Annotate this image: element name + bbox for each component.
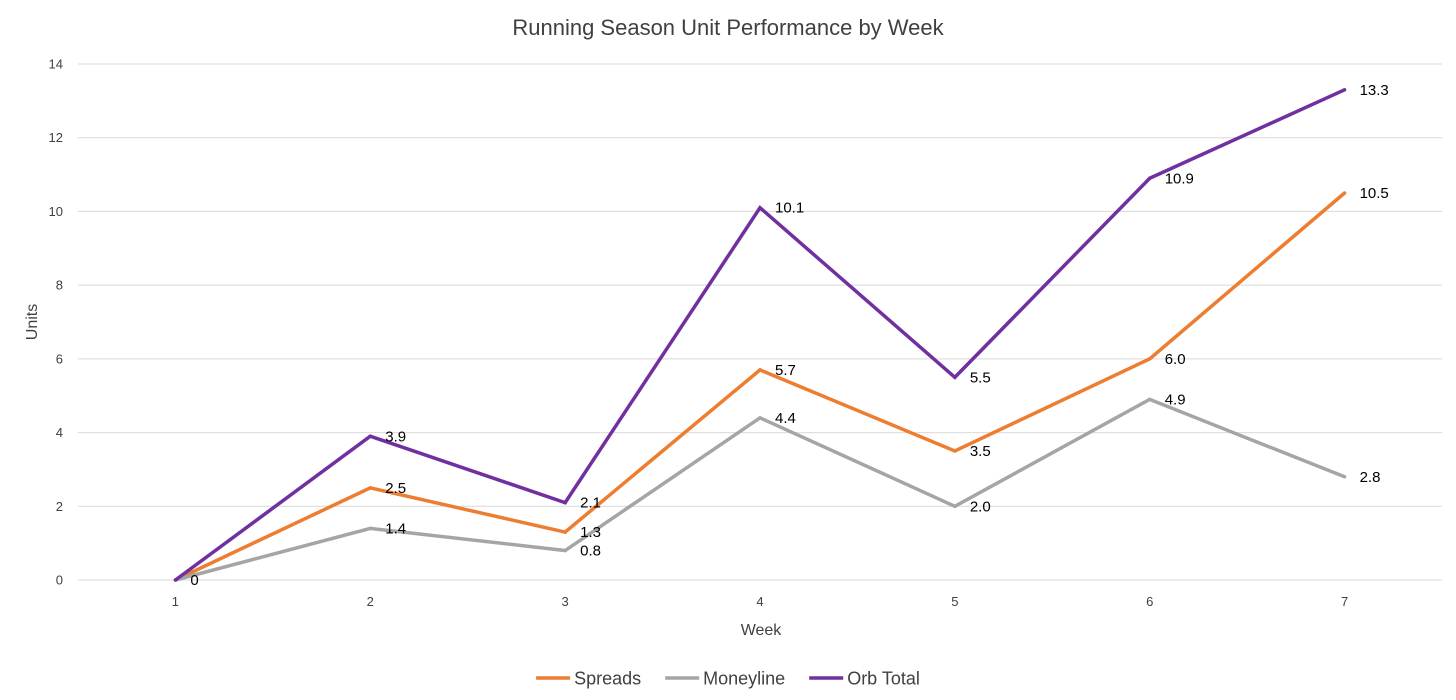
data-point [758,368,762,372]
data-point [953,504,957,509]
data-label: 1.4 [385,520,406,537]
data-label: 4.9 [1165,391,1186,408]
data-point [368,486,373,490]
data-label: 2.1 [580,495,601,512]
data-point [1147,357,1152,361]
y-axis-title: Units [24,304,41,340]
data-point [368,526,373,531]
y-tick-label: 6 [56,351,63,366]
x-tick-label: 7 [1341,594,1348,609]
data-point [1342,191,1347,195]
data-point [563,500,567,505]
x-tick-label: 5 [951,594,958,609]
data-point [953,375,957,380]
y-tick-label: 12 [49,130,63,145]
y-tick-label: 2 [56,499,63,514]
y-tick-label: 4 [56,425,63,440]
series-line-moneyline [174,397,1346,582]
chart-title: Running Season Unit Performance by Week [512,15,944,40]
data-label: 1.3 [580,524,601,541]
legend: Spreads Moneyline Orb Total [536,669,920,689]
series-lines [173,88,1347,582]
y-tick-label: 8 [56,278,63,293]
x-axis-title: Week [741,622,783,639]
data-label: 3.9 [385,428,406,445]
data-label: 4.4 [775,410,796,427]
data-point [758,205,762,210]
data-label: 2.5 [385,480,406,497]
data-label: 0.8 [580,543,601,560]
y-tick-label: 0 [56,573,63,588]
data-label: 10.9 [1165,170,1194,187]
gridlines [78,63,1442,581]
data-label: 2.8 [1360,469,1381,486]
data-point [563,548,567,553]
data-point [953,449,957,453]
data-point [173,578,178,582]
x-tick-label: 1 [172,594,179,609]
x-axis-ticks: 1 2 3 4 5 6 7 [172,594,1348,609]
data-label: 2.0 [970,498,991,515]
data-label: 3.5 [970,443,991,460]
data-point [758,416,762,420]
x-tick-label: 2 [367,594,374,609]
y-tick-label: 10 [49,204,63,219]
data-labels: 2.5 1.3 5.7 3.5 6.0 10.5 1.4 0.8 4.4 2.0 4.9 2.8 0 3.… [190,82,1388,589]
data-label: 5.7 [775,362,796,379]
y-tick-label: 14 [49,57,63,72]
x-tick-label: 4 [756,594,763,609]
data-point [1147,176,1152,181]
data-label: 0 [190,572,198,589]
data-point [368,434,373,439]
data-label: 5.5 [970,369,991,386]
y-axis-ticks: 0 2 4 6 8 10 12 14 [49,57,63,588]
data-point [1147,397,1152,402]
x-tick-label: 6 [1146,594,1153,609]
data-label: 10.5 [1360,185,1389,202]
legend-label: Spreads [574,669,641,689]
data-point [1342,88,1347,92]
legend-label: Orb Total [847,669,920,689]
legend-label: Moneyline [703,669,785,689]
series-line-spreads [174,191,1346,582]
data-label: 13.3 [1360,82,1389,99]
data-point [1342,475,1347,479]
data-label: 6.0 [1165,351,1186,368]
x-tick-label: 3 [562,594,569,609]
data-point [563,530,567,534]
data-label: 10.1 [775,200,804,217]
